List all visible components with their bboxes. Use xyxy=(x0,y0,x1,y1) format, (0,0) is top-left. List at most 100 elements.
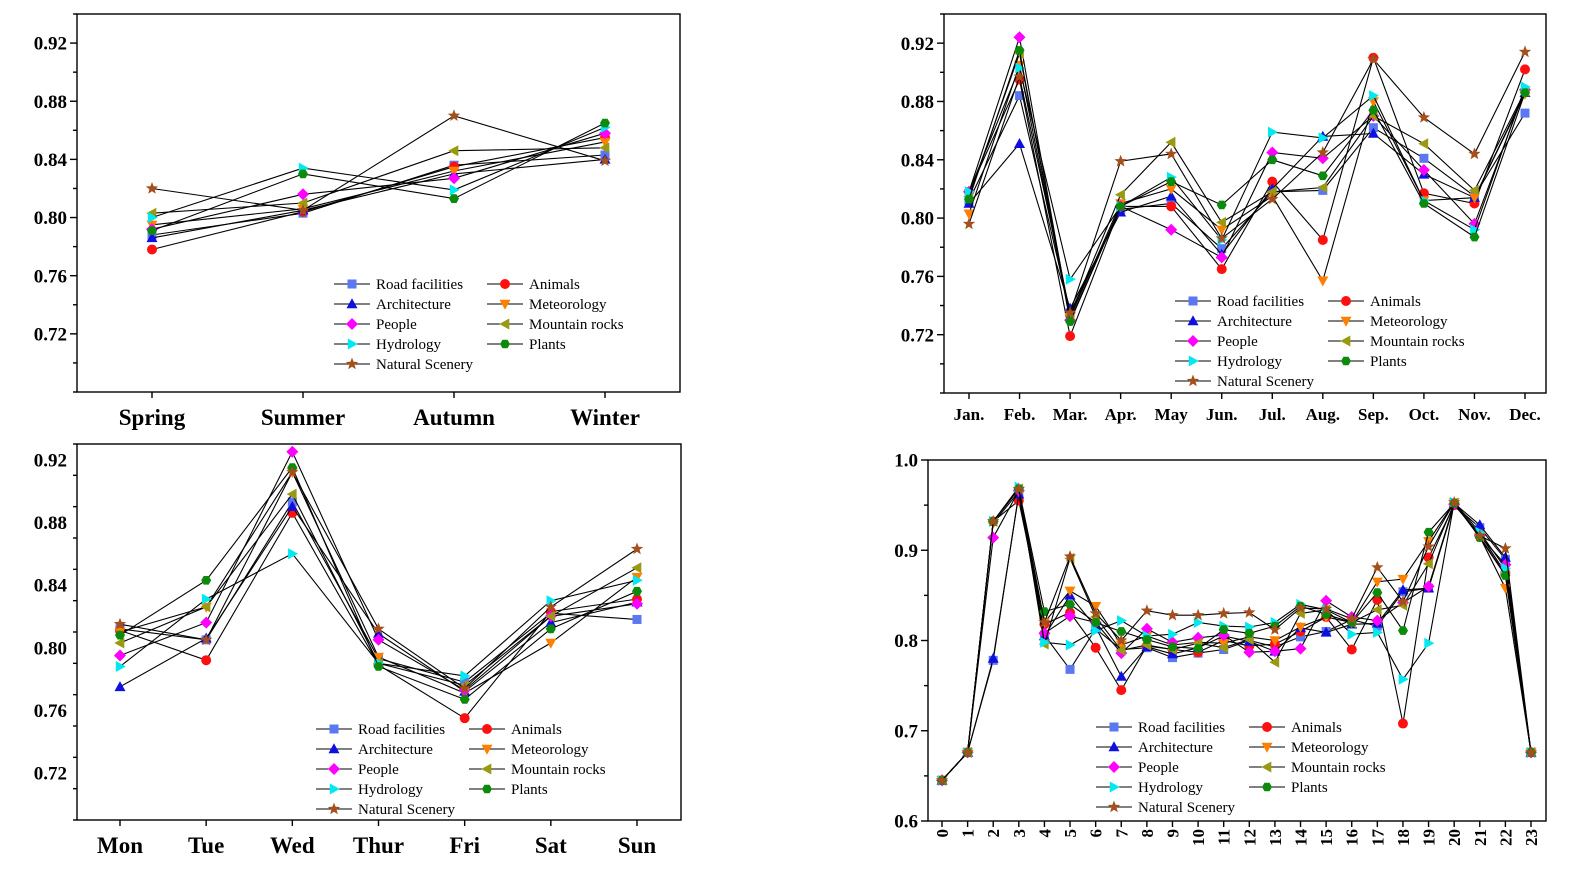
point-plants xyxy=(1166,177,1177,186)
x-tick-label: Jun. xyxy=(1206,405,1238,424)
y-tick-label: 0.72 xyxy=(901,325,934,346)
y-tick-label: 0.76 xyxy=(34,701,67,722)
mountain-rocks-legend-marker xyxy=(499,318,510,330)
point-meteorology xyxy=(373,652,384,663)
x-tick-label: 23 xyxy=(1522,829,1541,846)
point-people xyxy=(1422,580,1435,593)
point-hydrology xyxy=(288,548,299,560)
legend-label: Architecture xyxy=(1138,740,1213,756)
point-people xyxy=(987,531,1000,544)
x-tick-label: May xyxy=(1155,405,1189,424)
point-hydrology xyxy=(1398,673,1409,685)
series-line-meteorology xyxy=(968,62,1526,320)
y-tick-label: 0.84 xyxy=(34,150,68,171)
point-hydrology xyxy=(1040,636,1051,648)
x-tick-label: Autumn xyxy=(413,405,495,430)
x-tick-label: 17 xyxy=(1368,829,1387,847)
point-plants xyxy=(1090,618,1101,627)
point-mountain-rocks xyxy=(1266,186,1277,198)
series-natural-scenery xyxy=(962,45,1532,319)
point-meteorology xyxy=(1269,636,1281,647)
point-architecture xyxy=(1014,138,1025,148)
point-animals xyxy=(1346,644,1357,655)
y-tick-label: 0.72 xyxy=(34,764,67,785)
point-people xyxy=(631,597,643,610)
point-natural-scenery xyxy=(372,622,385,635)
plants-legend-marker xyxy=(500,339,510,349)
legend-label: Hydrology xyxy=(1217,354,1282,370)
x-tick-label: 1 xyxy=(959,829,978,838)
point-plants xyxy=(1115,202,1126,211)
point-natural-scenery xyxy=(1140,604,1154,616)
point-natural-scenery xyxy=(1499,541,1512,554)
meteorology-legend-marker xyxy=(481,744,493,755)
point-architecture xyxy=(146,232,158,243)
point-plants xyxy=(1216,200,1227,210)
point-hydrology xyxy=(1015,62,1026,74)
x-tick-label: 11 xyxy=(1215,829,1234,845)
legend-label: Meteorology xyxy=(1370,314,1448,330)
y-tick-label: 0.6 xyxy=(894,812,918,833)
legend-label: Plants xyxy=(511,782,548,798)
point-natural-scenery xyxy=(1294,601,1307,614)
point-mountain-rocks xyxy=(1422,558,1433,570)
y-tick-label: 0.80 xyxy=(34,208,67,229)
x-tick-label: 12 xyxy=(1240,829,1259,846)
point-mountain-rocks xyxy=(1418,138,1429,150)
point-natural-scenery xyxy=(1448,495,1461,508)
x-tick-label: Aug. xyxy=(1306,405,1340,424)
point-meteorology xyxy=(1317,276,1329,287)
x-tick-label: Apr. xyxy=(1105,405,1137,424)
series-line-meteorology xyxy=(151,141,606,226)
x-tick-label: Feb. xyxy=(1004,405,1036,424)
series-line-architecture xyxy=(151,158,606,239)
series-plants xyxy=(115,463,642,704)
point-people xyxy=(1013,31,1026,44)
x-tick-label: Mar. xyxy=(1053,405,1088,424)
point-natural-scenery xyxy=(1243,606,1256,618)
point-plants xyxy=(459,695,470,704)
y-tick-label: 0.92 xyxy=(901,34,934,55)
series-natural-scenery xyxy=(113,465,644,694)
point-hydrology xyxy=(964,186,975,198)
legend: Road facilities Animals Architecture Meteor… xyxy=(1096,720,1386,816)
point-architecture xyxy=(1397,584,1409,595)
legend: Road facilities Animals Architecture Meteor… xyxy=(334,277,624,373)
point-hydrology xyxy=(1193,617,1204,628)
point-plants xyxy=(115,630,125,640)
point-meteorology xyxy=(448,166,460,177)
point-hydrology xyxy=(115,661,126,672)
point-animals xyxy=(1166,201,1177,212)
point-plants xyxy=(373,662,384,671)
point-plants xyxy=(1116,627,1127,636)
point-meteorology xyxy=(1064,586,1076,597)
point-road-facilities xyxy=(1419,153,1429,163)
point-plants xyxy=(1469,232,1480,242)
animals-legend-marker xyxy=(1341,296,1351,306)
x-tick-label: 6 xyxy=(1087,829,1106,838)
series-line-hydrology xyxy=(941,485,1532,781)
x-tick-label: Sun xyxy=(618,833,657,858)
point-plants xyxy=(1193,644,1204,653)
point-hydrology xyxy=(1065,639,1076,651)
point-hydrology xyxy=(1424,637,1435,649)
legend-label: Animals xyxy=(511,722,562,738)
natural-scenery-legend-marker xyxy=(1186,374,1200,387)
y-tick-label: 0.88 xyxy=(901,92,934,113)
point-natural-scenery xyxy=(630,542,644,555)
point-plants xyxy=(1500,571,1511,580)
y-tick-label: 0.7 xyxy=(894,721,918,742)
legend-label: Road facilities xyxy=(376,277,463,293)
road-facilities-legend-marker xyxy=(329,724,339,734)
legend-label: Road facilities xyxy=(1217,294,1304,310)
x-tick-label: 10 xyxy=(1189,829,1208,846)
series-line-people xyxy=(968,37,1526,322)
x-tick-label: Nov. xyxy=(1458,405,1491,424)
series-line-animals xyxy=(151,137,606,251)
series-line-hydrology xyxy=(151,126,606,219)
point-people xyxy=(1294,642,1307,655)
point-natural-scenery xyxy=(447,109,461,121)
point-natural-scenery xyxy=(961,745,974,758)
series-hydrology xyxy=(937,481,1537,786)
